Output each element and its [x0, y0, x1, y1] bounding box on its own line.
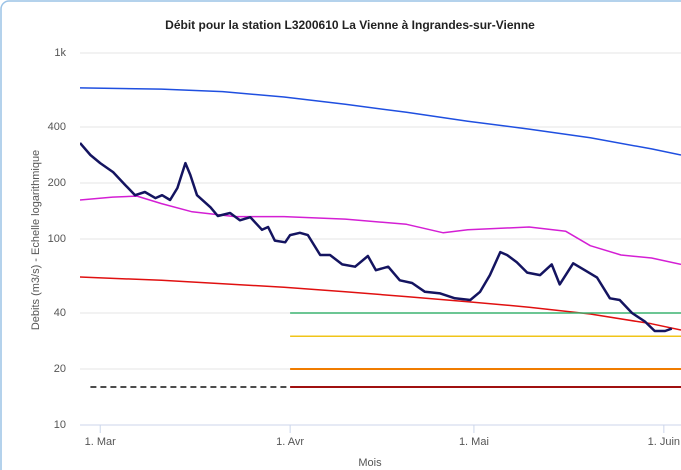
x-tick-label: 1. Juin: [648, 436, 680, 448]
y-tick-label: 20: [54, 363, 66, 375]
plot-area: [80, 87, 681, 388]
y-tick-label: 10: [54, 419, 66, 431]
x-tick-label: 1. Mar: [85, 436, 117, 448]
y-tick-label: 40: [54, 307, 66, 319]
series-line: [80, 276, 681, 331]
y-tick-label: 1k: [54, 47, 66, 59]
x-axis-label: Mois: [358, 457, 382, 469]
chart-title: Débit pour la station L3200610 La Vienne…: [165, 18, 535, 32]
x-tick-label: 1. Mai: [459, 436, 489, 448]
y-tick-label: 100: [48, 233, 66, 245]
y-tick-label: 200: [48, 177, 66, 189]
series-line: [80, 87, 681, 156]
y-axis-label: Debits (m3/s) - Echelle logarithmique: [30, 150, 42, 330]
series-line: [80, 142, 673, 333]
y-tick-label: 400: [48, 121, 66, 133]
x-tick-label: 1. Avr: [276, 436, 304, 448]
series-line: [80, 195, 681, 266]
